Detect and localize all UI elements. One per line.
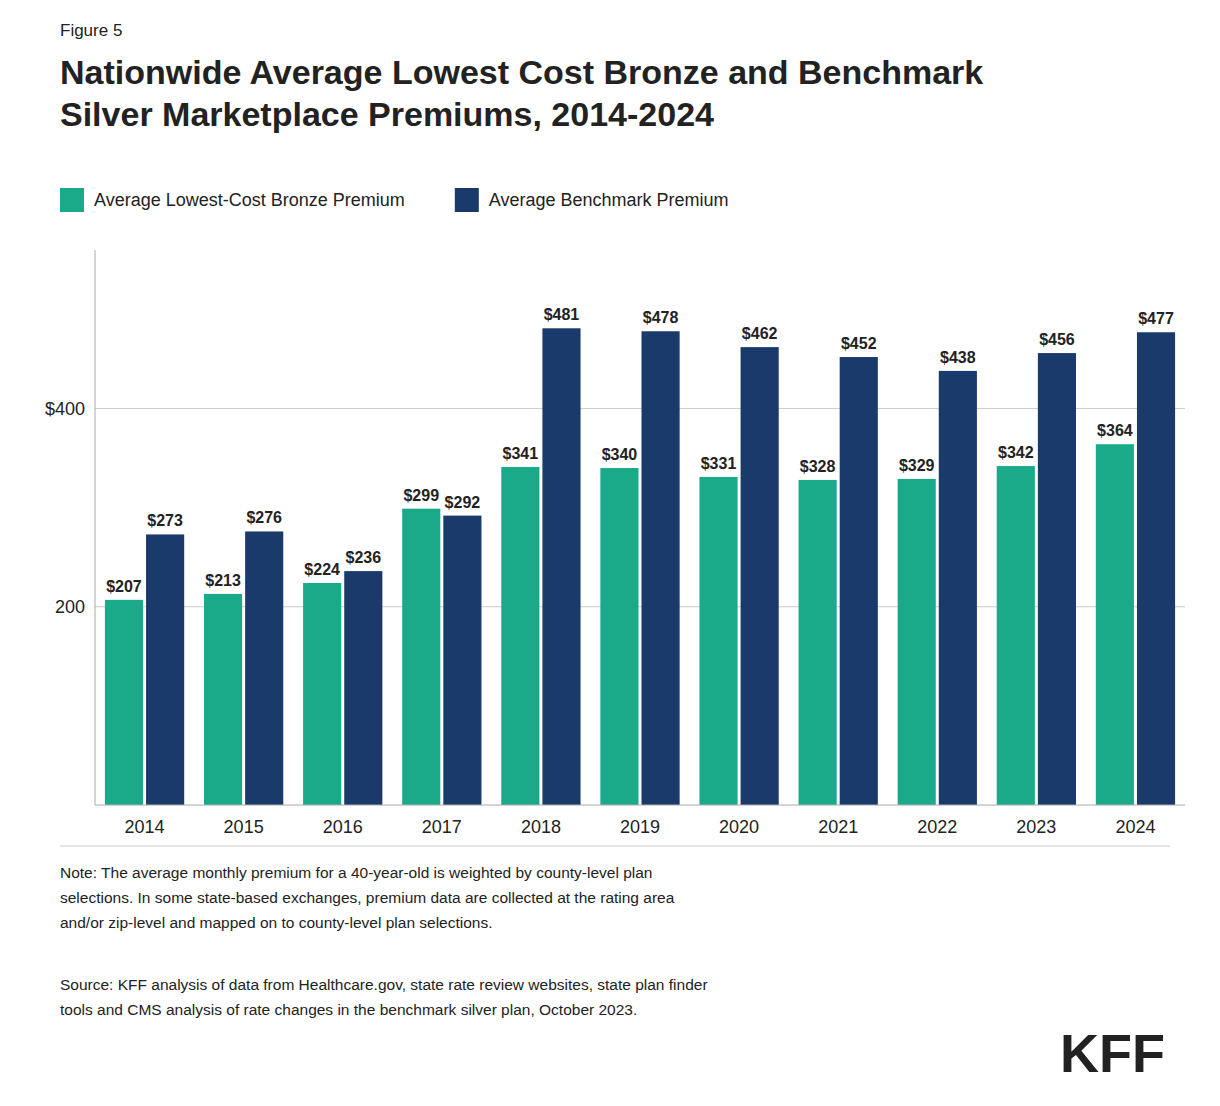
data-label: $452	[841, 335, 877, 352]
bar	[600, 468, 638, 805]
bar	[699, 477, 737, 805]
logo: KFF	[1060, 1023, 1165, 1083]
x-tick-label: 2014	[125, 817, 165, 837]
bar	[1096, 444, 1134, 805]
data-label: $273	[147, 512, 183, 529]
title: Nationwide Average Lowest Cost Bronze an…	[60, 53, 983, 133]
note-line: and/or zip-level and mapped on to county…	[60, 914, 493, 931]
bar	[204, 594, 242, 805]
x-tick-label: 2022	[917, 817, 957, 837]
data-label: $329	[899, 457, 935, 474]
data-label: $438	[940, 349, 976, 366]
legend: Average Lowest-Cost Bronze Premium Averag…	[60, 188, 729, 212]
data-label: $292	[445, 494, 481, 511]
title-line: Nationwide Average Lowest Cost Bronze an…	[60, 53, 983, 91]
x-tick-label: 2016	[323, 817, 363, 837]
x-axis: 2014 2015 2016 2017 2018 2019 2020 2021 2022 2023…	[95, 805, 1185, 837]
data-label: $224	[304, 561, 340, 578]
data-label: $328	[800, 458, 836, 475]
note-line: selections. In some state-based exchange…	[60, 889, 675, 906]
bar	[1038, 353, 1076, 805]
bar	[105, 600, 143, 805]
data-label: $481	[544, 306, 580, 323]
bar	[303, 583, 341, 805]
figure-label: Figure 5	[60, 21, 122, 40]
data-label: $477	[1138, 310, 1174, 327]
bar	[799, 480, 837, 805]
logo-line: KFF	[1060, 1023, 1165, 1083]
data-label: $213	[205, 572, 241, 589]
legend-label: Average Benchmark Premium	[489, 190, 729, 210]
y-tick-label: $400	[45, 399, 85, 419]
bar	[146, 534, 184, 805]
x-tick-label: 2017	[422, 817, 462, 837]
chart: Figure 5 Note: The average monthly premiu…	[0, 0, 1220, 1106]
source: Source: KFF analysis of data from Health…	[60, 976, 708, 1018]
data-label: $456	[1039, 331, 1075, 348]
bar	[443, 516, 481, 805]
bar	[840, 357, 878, 805]
grid-line	[95, 408, 1185, 409]
y-axis-line	[95, 250, 96, 805]
data-label: $340	[602, 446, 638, 463]
x-tick-label: 2021	[818, 817, 858, 837]
data-label: $207	[106, 578, 142, 595]
bar	[542, 328, 580, 805]
x-tick-label: 2018	[521, 817, 561, 837]
x-axis-line	[95, 805, 1185, 806]
title-line: Silver Marketplace Premiums, 2014-2024	[60, 95, 714, 133]
bar	[402, 509, 440, 805]
note: Note: The average monthly premium for a …	[60, 864, 675, 931]
legend-swatch	[455, 188, 479, 212]
bar	[997, 466, 1035, 805]
data-label: $276	[246, 509, 282, 526]
data-label: $342	[998, 444, 1034, 461]
figure-label-line: Figure 5	[60, 21, 122, 40]
legend-label: Average Lowest-Cost Bronze Premium	[94, 190, 405, 210]
source-line: Source: KFF analysis of data from Health…	[60, 976, 708, 993]
data-label: $462	[742, 325, 778, 342]
separator	[60, 846, 1170, 847]
background	[0, 0, 1220, 1106]
data-label: $331	[701, 455, 737, 472]
data-label: $299	[403, 487, 439, 504]
bar	[741, 347, 779, 805]
bar	[245, 531, 283, 805]
x-tick-label: 2024	[1115, 817, 1155, 837]
x-tick-label: 2015	[224, 817, 264, 837]
data-label: $478	[643, 309, 679, 326]
data-labels: $207 $213 $224 $299 $341 $340 $331 $328 $329 $342…	[106, 306, 1174, 595]
bar	[642, 331, 680, 805]
bars	[105, 328, 1175, 805]
bar	[939, 371, 977, 805]
annotations: Figure 5 Note: The average monthly premiu…	[60, 21, 1165, 1083]
data-label: $364	[1097, 422, 1133, 439]
x-tick-label: 2020	[719, 817, 759, 837]
data-label: $341	[503, 445, 539, 462]
bar	[501, 467, 539, 805]
source-line: tools and CMS analysis of rate changes i…	[60, 1001, 637, 1018]
bar	[1137, 332, 1175, 805]
legend-swatch	[60, 188, 84, 212]
y-axis: 200 $400	[45, 250, 95, 805]
x-tick-label: 2023	[1016, 817, 1056, 837]
data-label: $236	[345, 549, 381, 566]
bar	[344, 571, 382, 805]
note-line: Note: The average monthly premium for a …	[60, 864, 652, 881]
x-tick-label: 2019	[620, 817, 660, 837]
y-tick-label: 200	[55, 597, 85, 617]
bar	[898, 479, 936, 805]
